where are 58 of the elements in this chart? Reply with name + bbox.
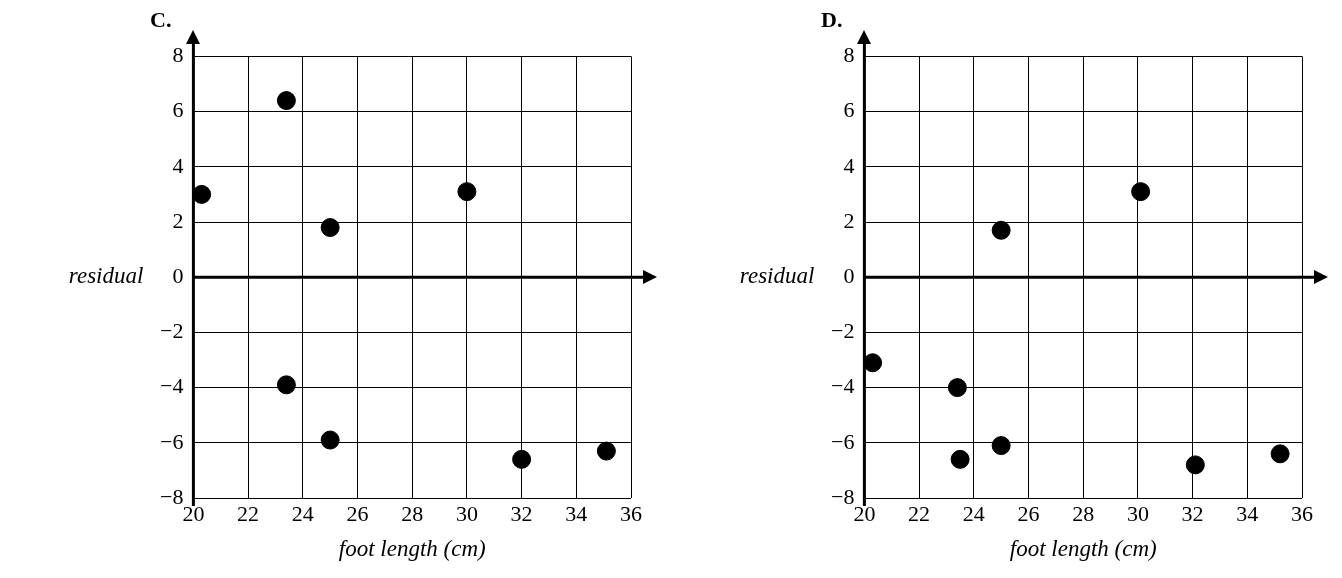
- point: [864, 353, 883, 373]
- y-tick-label: −8: [159, 483, 184, 509]
- x-tick-label: 26: [346, 500, 369, 526]
- y-tick-label: 0: [843, 262, 855, 288]
- point: [950, 449, 970, 469]
- x-tick-label: 34: [565, 500, 588, 526]
- x-axis-title: foot length (cm): [1009, 536, 1157, 562]
- point: [991, 220, 1011, 240]
- x-tick-label: 36: [1291, 500, 1313, 526]
- point: [276, 375, 296, 395]
- x-tick-label: 20: [853, 500, 876, 526]
- y-tick-label: 2: [172, 207, 184, 233]
- point: [596, 441, 616, 461]
- x-tick-label: 32: [1181, 500, 1204, 526]
- point: [193, 184, 212, 204]
- point: [320, 218, 340, 238]
- y-axis-title: residual: [68, 263, 144, 289]
- y-tick-label: −6: [830, 428, 855, 454]
- chart-title: D.: [821, 6, 843, 32]
- x-tick-label: 34: [1236, 500, 1259, 526]
- x-tick-label: 26: [1017, 500, 1040, 526]
- point: [991, 436, 1011, 456]
- point: [457, 182, 477, 202]
- x-tick-label: 28: [1072, 500, 1095, 526]
- point: [512, 449, 532, 469]
- point: [947, 378, 967, 398]
- y-tick-label: 6: [172, 97, 184, 123]
- x-tick-label: 24: [291, 500, 314, 526]
- x-tick-label: 22: [237, 500, 260, 526]
- y-tick-label: −6: [159, 428, 184, 454]
- point: [276, 91, 296, 111]
- x-tick-label: 24: [962, 500, 985, 526]
- y-tick-label: 4: [172, 152, 184, 178]
- x-tick-label: 30: [1126, 500, 1149, 526]
- x-tick-label: 30: [455, 500, 478, 526]
- y-tick-label: 6: [843, 97, 855, 123]
- y-tick-label: −2: [159, 318, 184, 344]
- y-tick-label: −8: [830, 483, 855, 509]
- y-tick-label: −2: [830, 318, 855, 344]
- x-tick-label: 32: [510, 500, 533, 526]
- point: [320, 430, 340, 450]
- point: [1185, 455, 1205, 475]
- x-tick-label: 28: [401, 500, 424, 526]
- y-axis-title: residual: [739, 263, 815, 289]
- chart-title: C.: [150, 6, 172, 32]
- y-tick-label: 4: [843, 152, 855, 178]
- x-tick-label: 22: [908, 500, 931, 526]
- y-tick-label: −4: [159, 373, 184, 399]
- x-tick-label: 20: [182, 500, 205, 526]
- y-tick-label: 2: [843, 207, 855, 233]
- y-tick-label: 0: [172, 262, 184, 288]
- y-tick-label: 8: [172, 42, 184, 68]
- y-tick-label: 8: [843, 42, 855, 68]
- y-tick-label: −4: [830, 373, 855, 399]
- point: [1270, 444, 1290, 464]
- x-tick-label: 36: [620, 500, 642, 526]
- x-axis-title: foot length (cm): [338, 536, 486, 562]
- point: [1131, 182, 1151, 202]
